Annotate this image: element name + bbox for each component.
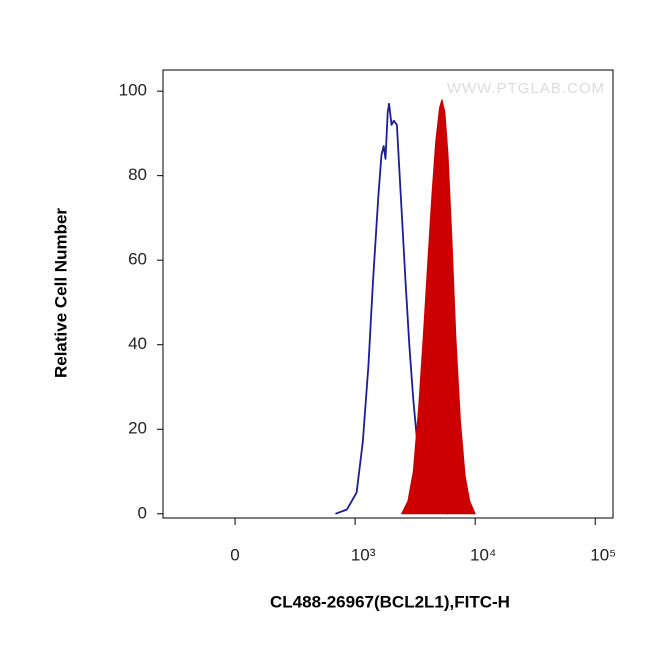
y-tick-label: 100	[119, 81, 147, 100]
histogram-area	[401, 99, 476, 515]
y-tick-label: 0	[138, 503, 147, 522]
watermark: WWW.PTGLAB.COM	[447, 80, 605, 97]
y-tick-label: 20	[128, 419, 147, 438]
y-axis-label: Relative Cell Number	[51, 208, 70, 378]
y-tick-label: 60	[128, 250, 147, 269]
x-tick-label: 10⁴	[470, 545, 496, 564]
plot-frame	[162, 69, 614, 519]
x-tick-label: 10⁵	[590, 545, 616, 564]
y-tick-label: 40	[128, 334, 147, 353]
y-tick-label: 80	[128, 165, 147, 184]
x-tick-label: 10³	[351, 545, 376, 564]
x-axis-label: CL488-26967(BCL2L1),FITC-H	[270, 592, 510, 611]
x-tick-label: 0	[230, 545, 239, 564]
